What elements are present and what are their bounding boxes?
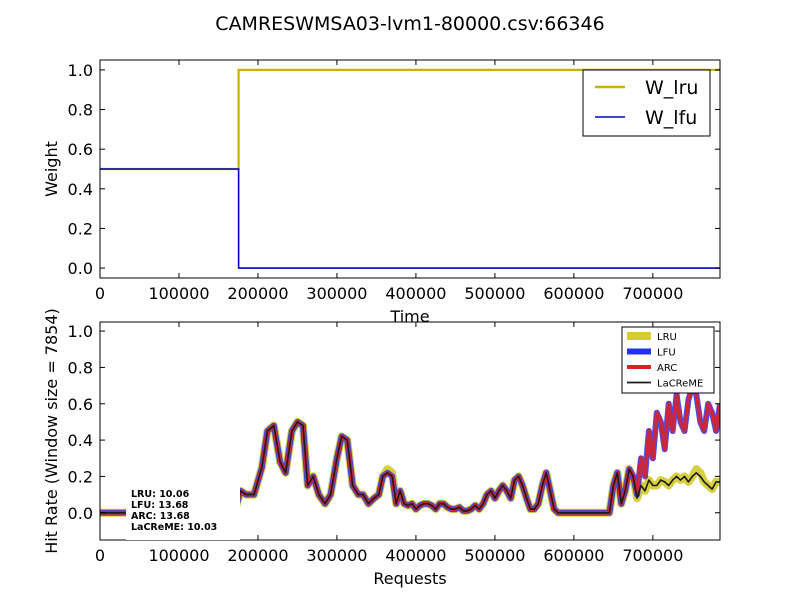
x-tick-label: 200000 [227,546,288,565]
stats-annotation-box [126,484,240,540]
y-tick-label: 0.0 [68,259,93,278]
legend: W_lru W_lfu [582,69,711,137]
x-tick-label: 200000 [227,284,288,303]
figure-title: CAMRESWMSA03-lvm1-80000.csv:66346 [215,13,604,35]
x-axis-label: Requests [373,569,446,588]
y-tick-label: 0.0 [68,504,93,523]
stats-annotation-line: LaCReME: 10.03 [131,522,217,533]
legend-label: W_lfu [645,107,697,129]
x-tick-label: 0 [95,284,105,303]
x-tick-label: 300000 [306,284,367,303]
x-tick-label: 500000 [464,546,525,565]
x-tick-label: 700000 [622,284,683,303]
y-axis-label: Weight [42,141,61,197]
stats-annotation-line: LRU: 10.06 [131,489,190,500]
x-tick-label: 400000 [385,546,446,565]
legend: LRU LFU ARC LaCReME [621,326,715,394]
x-tick-label: 400000 [385,284,446,303]
y-tick-label: 0.6 [68,140,93,159]
series-line-lacreme [100,421,720,514]
hit-rate-panel: 0 100000 200000 300000 400000 500000 600000 700… [42,308,721,588]
legend-label: W_lru [645,77,698,99]
plot-frame [99,321,721,541]
legend-label: LaCReME [657,379,703,390]
y-tick-label: 0.2 [68,219,93,238]
x-tick-label: 0 [95,546,105,565]
x-tick-label: 100000 [148,546,209,565]
y-tick-label: 0.4 [68,431,93,450]
y-tick-label: 0.8 [68,358,93,377]
x-tick-label: 600000 [543,546,604,565]
x-tick-label: 700000 [622,546,683,565]
weight-panel: 0 100000 200000 300000 400000 500000 600000 700… [42,59,721,326]
legend-label: LFU [657,348,676,359]
stats-annotation-line: ARC: 13.68 [131,511,190,522]
series-line-w_lfu [100,168,720,269]
series-group [100,68,720,269]
y-tick-label: 0.8 [68,101,93,120]
plot-frame [99,59,721,279]
y-axis-label: Hit Rate (Window size = 7854) [42,308,61,554]
x-tick-label: 600000 [543,284,604,303]
y-tick-label: 1.0 [68,61,93,80]
x-axis-label: Time [389,307,429,326]
legend-label: ARC [657,363,677,374]
y-tick-label: 0.6 [68,395,93,414]
stats-annotation-line: LFU: 13.68 [131,500,189,511]
x-tick-label: 300000 [306,546,367,565]
y-tick-label: 1.0 [68,322,93,341]
y-tick-label: 0.4 [68,180,93,199]
x-tick-label: 500000 [464,284,525,303]
series-group [100,382,720,517]
legend-label: LRU [657,332,677,343]
legend-frame [582,69,711,137]
y-tick-label: 0.2 [68,467,93,486]
x-tick-label: 100000 [148,284,209,303]
